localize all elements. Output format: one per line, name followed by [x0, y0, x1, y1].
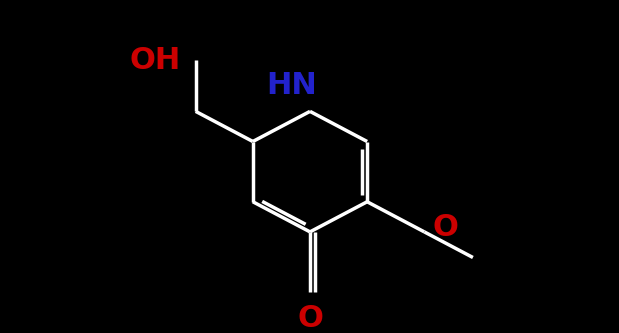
- Text: O: O: [432, 213, 458, 242]
- Text: HN: HN: [267, 71, 318, 100]
- Text: OH: OH: [129, 46, 181, 75]
- Text: O: O: [297, 304, 323, 333]
